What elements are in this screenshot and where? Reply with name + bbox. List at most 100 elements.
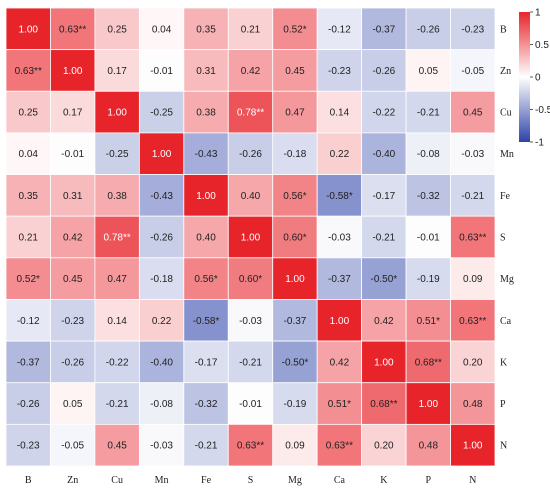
cell-value-label: -0.05 <box>461 66 484 77</box>
y-tick-label: P <box>500 399 506 410</box>
cell-value-label: -0.18 <box>284 149 307 160</box>
x-tick-label: P <box>426 475 432 486</box>
cell-value-label: -0.08 <box>417 149 440 160</box>
cell-value-label: -0.26 <box>372 66 395 77</box>
x-axis-labels: B Zn Cu Mn Fe S Mg Ca K P N <box>25 475 476 486</box>
cell-value-label: -0.26 <box>17 399 40 410</box>
cell-value-label: 0.68** <box>415 357 442 368</box>
heatmap-cell <box>272 132 318 175</box>
heatmap-cell <box>227 423 274 467</box>
heatmap-cell <box>272 299 318 342</box>
cell-value-label: 0.31 <box>196 66 216 77</box>
cell-value-label: 0.14 <box>107 316 127 327</box>
heatmap-cell <box>138 299 185 342</box>
heatmap-cell <box>450 382 496 425</box>
cell-value-label: 0.42 <box>241 66 261 77</box>
cell-value-label: 0.68** <box>370 399 397 410</box>
cell-value-label: 0.78** <box>237 108 264 119</box>
cell-value-label: 1.00 <box>330 316 350 327</box>
heatmap-cell <box>227 132 274 175</box>
heatmap-cell <box>227 174 274 217</box>
heatmap-cell <box>361 174 407 217</box>
cell-value-label: 0.42 <box>330 357 350 368</box>
heatmap-cell <box>5 299 51 342</box>
x-tick-label: Zn <box>67 475 78 486</box>
cell-value-label: -0.22 <box>106 357 129 368</box>
cell-value-label: -0.12 <box>328 24 351 35</box>
cell-value-label: -0.23 <box>461 24 484 35</box>
cell-value-label: 0.21 <box>18 233 38 244</box>
heatmap-cell <box>94 174 140 217</box>
heatmap-cell <box>50 299 96 342</box>
cell-value-label: 1.00 <box>463 441 483 452</box>
y-tick-label: Ca <box>500 316 512 327</box>
heatmap-cell <box>227 382 274 425</box>
cell-value-label: -0.12 <box>17 316 40 327</box>
cell-value-label: -0.03 <box>328 233 351 244</box>
cell-value-label: -0.23 <box>61 316 84 327</box>
heatmap-cell <box>405 132 451 175</box>
heatmap-cell <box>5 340 51 384</box>
cell-value-label: 0.47 <box>285 108 305 119</box>
heatmap-cell <box>94 7 140 51</box>
heatmap-cell <box>94 132 140 175</box>
cell-value-label: -0.26 <box>61 357 84 368</box>
cell-value-label: 0.25 <box>107 24 127 35</box>
cell-value-label: 0.05 <box>63 399 83 410</box>
cell-value-label: -0.01 <box>150 66 173 77</box>
y-tick-label: Mg <box>500 274 514 285</box>
y-tick-label: S <box>500 233 506 244</box>
cell-value-label: 1.00 <box>152 149 172 160</box>
heatmap-cell <box>183 299 229 342</box>
heatmap-cell <box>272 257 318 300</box>
heatmap-cell <box>5 257 51 300</box>
x-tick-label: Mn <box>155 475 169 486</box>
cell-value-label: -0.58* <box>326 191 353 202</box>
colorbar-tick-label: -1 <box>535 138 544 149</box>
heatmap-cell <box>316 7 363 51</box>
cell-value-label: -0.08 <box>150 399 173 410</box>
cell-value-label: -0.19 <box>417 274 440 285</box>
cell-value-label: -0.17 <box>195 357 218 368</box>
cell-value-label: -0.40 <box>372 149 395 160</box>
cell-value-label: 0.56* <box>194 274 217 285</box>
heatmap-cell <box>94 90 140 134</box>
colorbar-tick-label: 0.5 <box>535 40 549 51</box>
cell-value-label: 0.38 <box>107 191 127 202</box>
cell-value-label: 0.40 <box>196 233 216 244</box>
cell-value-label: -0.50* <box>371 274 398 285</box>
heatmap-cell <box>450 340 496 384</box>
heatmap-cell <box>361 132 407 175</box>
cell-value-label: -0.21 <box>239 357 262 368</box>
cell-value-label: -0.01 <box>239 399 262 410</box>
heatmap-cell <box>5 7 51 51</box>
heatmap-cell <box>361 90 407 134</box>
heatmap-cell <box>227 257 274 300</box>
heatmap-cell <box>272 340 318 384</box>
cell-value-label: 0.48 <box>463 399 483 410</box>
cell-value-label: 0.20 <box>463 357 483 368</box>
cell-value-label: 0.63** <box>59 24 86 35</box>
cell-value-label: -0.01 <box>61 149 84 160</box>
heatmap-cell <box>94 423 140 467</box>
cell-value-label: 0.31 <box>63 191 83 202</box>
heatmap-cell <box>405 423 451 467</box>
heatmap-cell <box>227 90 274 134</box>
cell-value-label: -0.17 <box>372 191 395 202</box>
heatmap-cells: 1.00 0.63** 0.25 0.04 0.35 0.21 0.52* -0.12 -0.3… <box>5 7 496 467</box>
heatmap-cell <box>138 132 185 175</box>
cell-value-label: -0.18 <box>150 274 173 285</box>
cell-value-label: -0.23 <box>328 66 351 77</box>
heatmap-cell <box>361 340 407 384</box>
heatmap-cell <box>183 90 229 134</box>
y-tick-label: Mn <box>500 149 514 160</box>
cell-value-label: 0.09 <box>285 441 305 452</box>
heatmap-cell <box>138 382 185 425</box>
cell-value-label: -0.01 <box>417 233 440 244</box>
cell-value-label: 0.63** <box>15 66 42 77</box>
colorbar-tick-label: 1 <box>535 8 541 19</box>
heatmap-cell <box>138 174 185 217</box>
heatmap-cell <box>450 132 496 175</box>
heatmap-cell <box>94 257 140 300</box>
x-tick-label: Fe <box>201 475 212 486</box>
